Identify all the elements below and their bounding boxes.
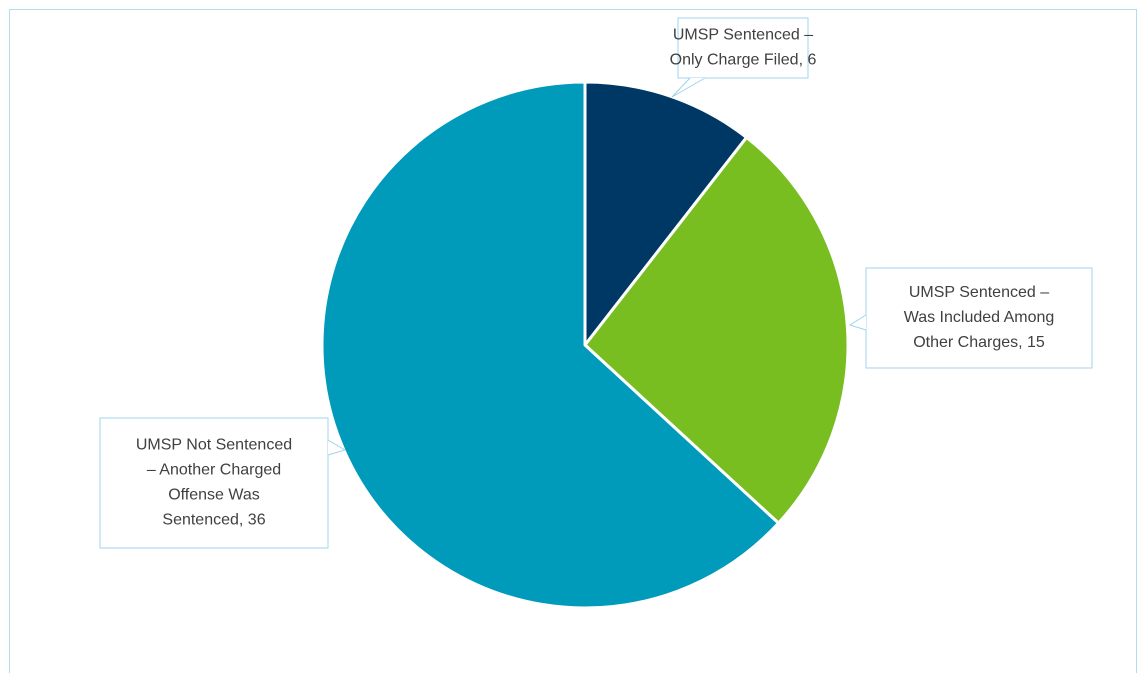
pie-slice bbox=[583, 80, 749, 347]
chart-frame bbox=[9, 9, 1137, 673]
data-label: – Another Charged bbox=[147, 462, 281, 479]
callout-box bbox=[677, 17, 809, 79]
data-label: Other Charges, 15 bbox=[913, 334, 1045, 351]
callout-box bbox=[99, 417, 329, 549]
data-label: Sentenced, 36 bbox=[162, 512, 265, 529]
callout-tail bbox=[327, 439, 347, 456]
data-label: UMSP Sentenced – bbox=[673, 27, 813, 44]
data-label: Offense Was bbox=[168, 487, 260, 504]
callout-box bbox=[865, 267, 1093, 369]
callout-tail bbox=[848, 314, 867, 331]
data-label: UMSP Not Sentenced bbox=[136, 437, 292, 454]
callout-tail bbox=[671, 77, 706, 98]
pie-slice bbox=[583, 135, 850, 525]
data-label: Only Charge Filed, 6 bbox=[670, 52, 817, 69]
data-label: Was Included Among bbox=[904, 309, 1055, 326]
data-label: UMSP Sentenced – bbox=[909, 284, 1049, 301]
